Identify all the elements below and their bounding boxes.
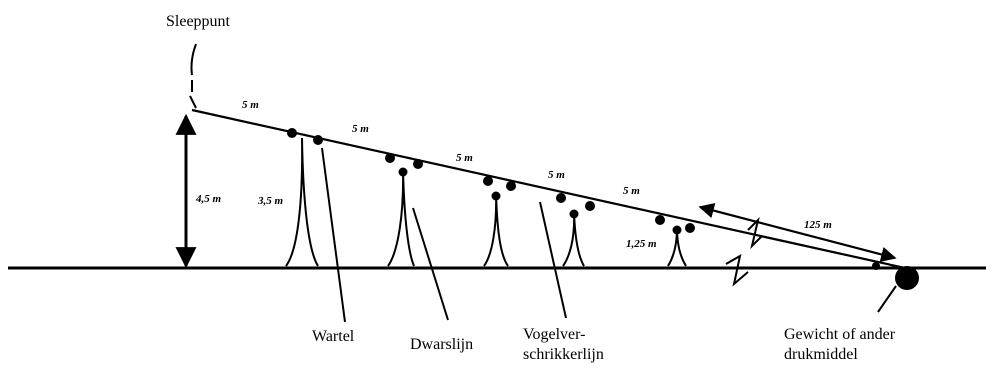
swivel-dot — [287, 128, 297, 138]
swivel-dot — [872, 262, 880, 270]
segment-label-4: 5 m — [548, 169, 565, 181]
tow-height-label: 4,5 m — [195, 193, 222, 205]
pointer-streamer — [539, 201, 567, 319]
pointer-swivel — [321, 147, 346, 323]
swivel-dot — [313, 135, 323, 145]
swivel-dot — [685, 223, 695, 233]
streamer-3 — [483, 191, 509, 267]
segment-label-1: 5 m — [242, 99, 259, 111]
streamer-2 — [387, 167, 415, 267]
swivel-dot — [506, 181, 516, 191]
weight-ball — [895, 266, 919, 290]
swivel-label: Wartel — [312, 328, 355, 345]
swivel-dot — [413, 159, 423, 169]
streamer-4-attach — [569, 209, 579, 219]
streamer-label-line2: schrikkerlijn — [523, 346, 604, 363]
pointer-weight — [877, 285, 897, 313]
segment-label-3: 5 m — [456, 152, 473, 164]
swivel-dot — [585, 201, 595, 211]
swivel-dot — [385, 153, 395, 163]
streamer-label-line1: Vogelver- — [523, 326, 585, 343]
tow-point-label: Sleeppunt — [166, 13, 231, 30]
swivel-dot — [655, 215, 665, 225]
pointer-dropper — [412, 207, 449, 321]
streamer-1 — [285, 137, 319, 267]
swivel-dot — [556, 193, 566, 203]
weight-label-line1: Gewicht of ander — [784, 326, 896, 343]
swivel-dots — [287, 128, 880, 270]
dropper-label: Dwarslijn — [410, 336, 473, 353]
surface-break-symbol — [725, 254, 749, 287]
weight-label-line2: drukmiddel — [784, 346, 858, 363]
streamer-long-label: 3,5 m — [257, 195, 284, 207]
segment-label-2: 5 m — [352, 123, 369, 135]
streamer-2-attach — [398, 167, 408, 177]
total-length-label: 125 m — [804, 219, 832, 231]
swivel-dot — [483, 176, 493, 186]
streamer-4 — [562, 211, 585, 267]
streamers — [285, 137, 687, 267]
streamer-3-attach — [491, 191, 501, 201]
segment-label-5: 5 m — [623, 185, 640, 197]
length-arrow — [698, 203, 897, 262]
streamer-5-attach — [672, 225, 682, 235]
streamer-short-label: 1,25 m — [626, 238, 657, 250]
tow-point-hook — [189, 43, 197, 109]
